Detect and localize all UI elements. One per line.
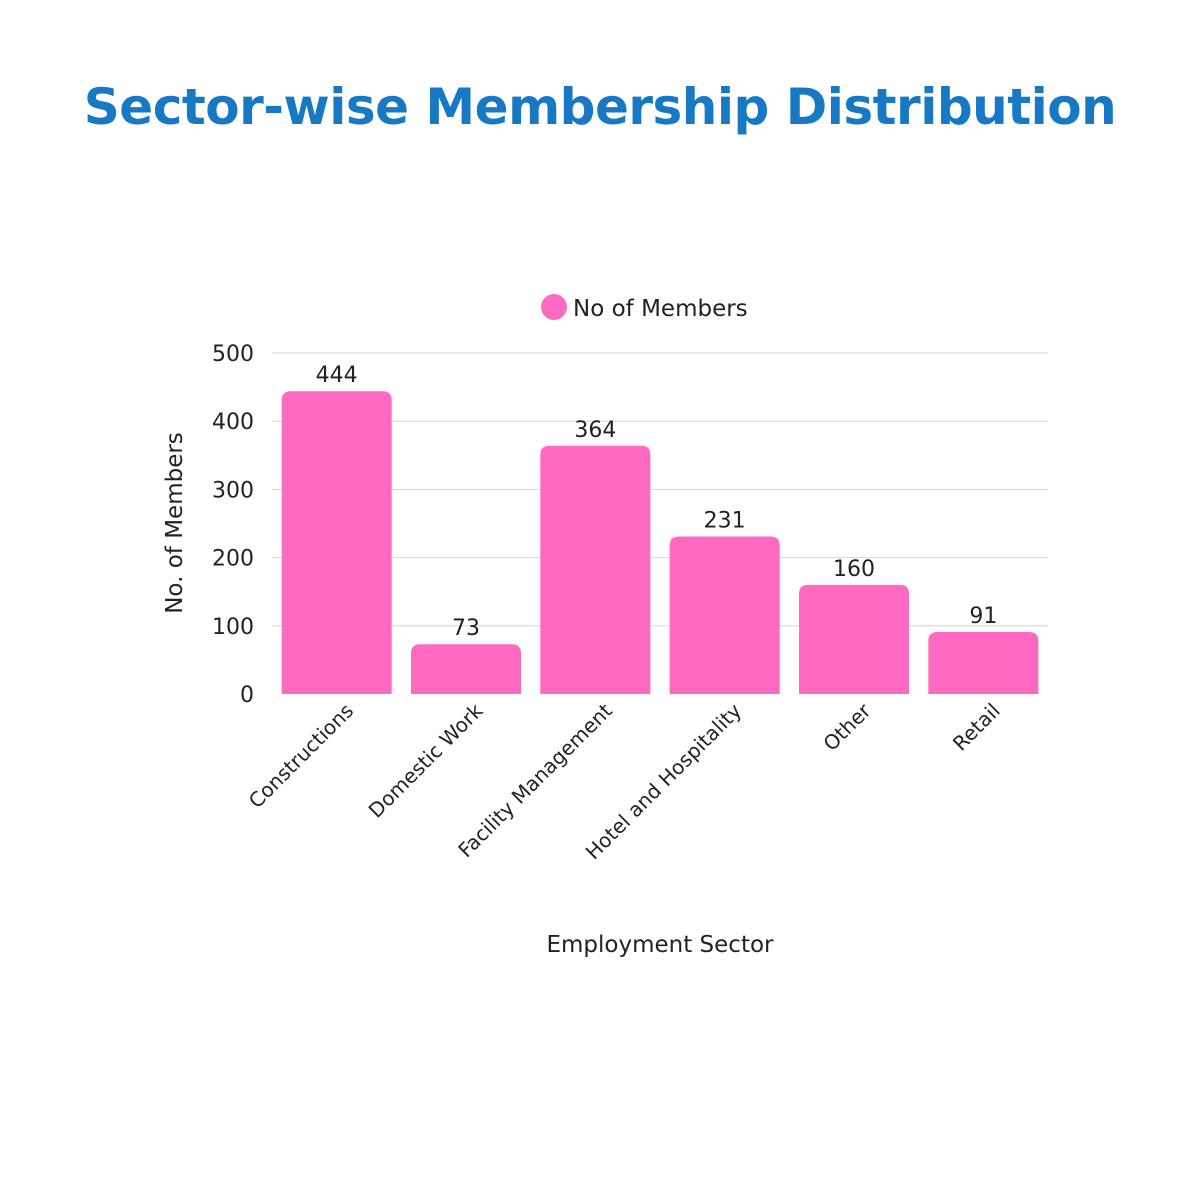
y-tick-label: 500 — [212, 342, 254, 367]
y-tick-label: 100 — [212, 615, 254, 640]
x-tick-label: Domestic Work — [364, 698, 488, 822]
bar-value-label: 73 — [452, 616, 480, 641]
x-tick-label: Other — [818, 698, 876, 756]
bar-value-label: 364 — [574, 418, 616, 443]
bar-value-label: 160 — [833, 557, 875, 582]
y-tick-label: 300 — [212, 478, 254, 503]
bar-value-label: 444 — [316, 363, 358, 388]
bar — [799, 584, 909, 694]
x-axis-title: Employment Sector — [546, 932, 774, 958]
data-labels: 444 73 364 231 160 91 — [316, 363, 998, 641]
chart-title: Sector-wise Membership Distribution — [83, 78, 1117, 136]
y-axis-ticks: 0 100 200 300 400 500 — [212, 342, 254, 708]
y-tick-label: 200 — [212, 547, 254, 572]
bars — [281, 391, 1039, 694]
x-tick-label: Constructions — [244, 699, 358, 813]
bar — [540, 445, 651, 694]
bar-value-label: 91 — [969, 604, 997, 629]
legend-swatch — [541, 294, 567, 320]
bar-value-label: 231 — [704, 508, 746, 533]
y-tick-label: 400 — [212, 410, 254, 435]
gridlines — [272, 352, 1048, 627]
legend-label: No of Members — [573, 296, 748, 322]
legend: No of Members — [541, 294, 748, 322]
bar — [281, 391, 392, 694]
bar — [669, 536, 780, 694]
bar — [928, 631, 1039, 694]
bar — [411, 644, 521, 694]
x-tick-label: Retail — [948, 699, 1005, 756]
y-tick-label: 0 — [240, 683, 254, 708]
y-axis-title: No. of Members — [162, 432, 188, 614]
